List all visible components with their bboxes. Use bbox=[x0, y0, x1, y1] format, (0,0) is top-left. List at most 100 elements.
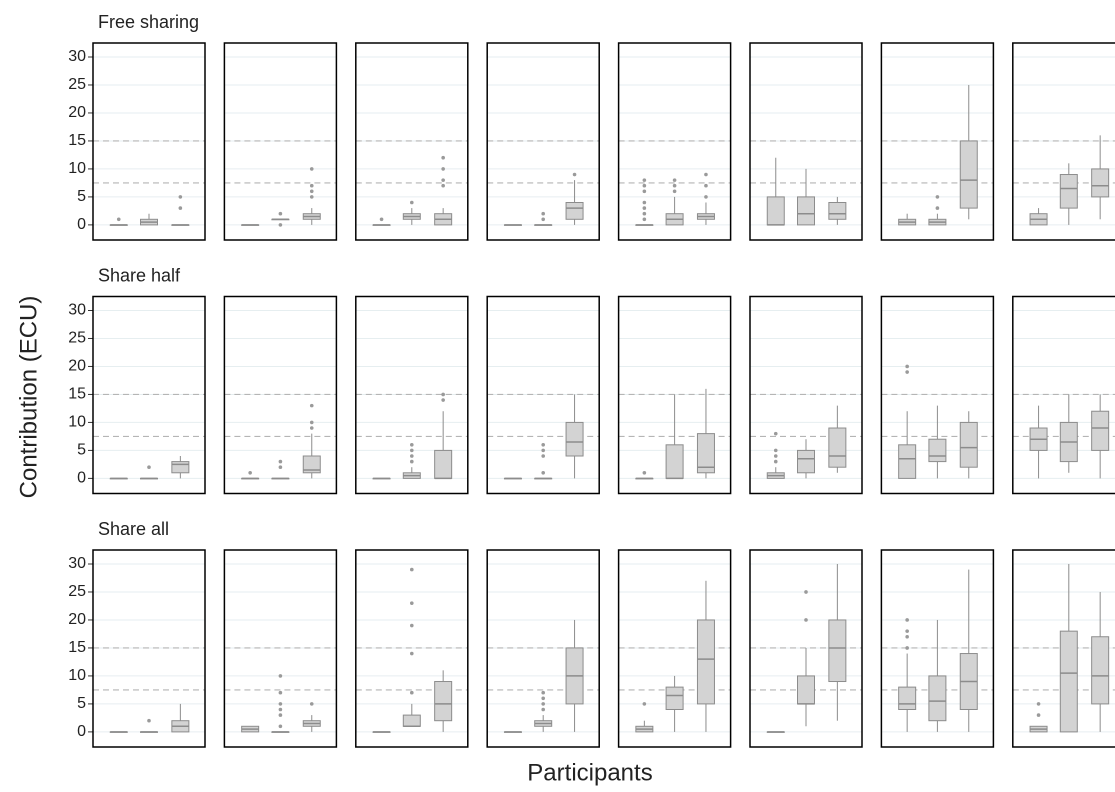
outlier bbox=[704, 183, 708, 188]
outlier bbox=[441, 183, 445, 188]
outlier bbox=[278, 713, 283, 717]
outlier bbox=[309, 195, 314, 199]
outlier bbox=[642, 211, 647, 216]
outlier bbox=[905, 370, 909, 374]
box bbox=[434, 449, 453, 479]
y-tick-label: 0 bbox=[77, 723, 86, 740]
box bbox=[898, 444, 917, 479]
outlier bbox=[773, 459, 778, 464]
panel-border bbox=[486, 42, 600, 241]
outlier bbox=[642, 470, 647, 475]
outlier bbox=[541, 454, 545, 458]
outlier bbox=[441, 398, 445, 402]
y-tick-label: 15 bbox=[68, 132, 86, 149]
outlier bbox=[278, 690, 283, 695]
outlier bbox=[804, 590, 808, 594]
outlier bbox=[309, 426, 314, 430]
box bbox=[828, 619, 847, 683]
outlier bbox=[441, 155, 445, 160]
panel-border bbox=[617, 549, 732, 748]
box bbox=[1091, 168, 1110, 198]
outlier bbox=[309, 403, 314, 408]
outlier bbox=[541, 690, 545, 695]
panel-border bbox=[486, 549, 600, 748]
outlier bbox=[309, 702, 314, 706]
outlier bbox=[278, 465, 283, 469]
box bbox=[928, 675, 947, 722]
panel-border bbox=[92, 295, 206, 495]
outlier bbox=[1036, 702, 1041, 706]
y-tick-label: 10 bbox=[68, 160, 86, 177]
outlier bbox=[410, 690, 414, 695]
outlier bbox=[278, 459, 283, 464]
outlier bbox=[147, 718, 151, 723]
box bbox=[959, 421, 978, 468]
panel-border bbox=[355, 549, 469, 748]
outlier bbox=[178, 195, 183, 199]
outlier bbox=[773, 448, 778, 453]
box bbox=[1091, 410, 1110, 451]
outlier bbox=[410, 443, 414, 447]
panel-border bbox=[355, 295, 469, 495]
panel-border bbox=[1012, 42, 1115, 241]
panel-border bbox=[486, 295, 600, 495]
y-tick-label: 10 bbox=[68, 414, 86, 431]
outlier bbox=[642, 189, 647, 194]
panel-border bbox=[92, 549, 206, 748]
panel-border bbox=[880, 42, 995, 241]
outlier bbox=[1036, 713, 1041, 717]
panel-border bbox=[223, 549, 338, 748]
outlier bbox=[309, 420, 314, 425]
panel-border bbox=[355, 42, 469, 241]
box bbox=[302, 455, 321, 474]
box bbox=[928, 438, 947, 463]
box bbox=[696, 619, 715, 705]
y-tick-label: 0 bbox=[77, 216, 86, 233]
x-axis-label: Participants bbox=[527, 759, 652, 786]
y-tick-label: 15 bbox=[68, 386, 86, 403]
outlier bbox=[642, 183, 647, 188]
panel-border bbox=[749, 549, 863, 748]
outlier bbox=[704, 195, 708, 199]
outlier bbox=[379, 217, 384, 222]
outlier bbox=[642, 206, 647, 210]
outlier bbox=[905, 646, 909, 650]
outlier bbox=[410, 567, 414, 572]
box bbox=[1059, 630, 1078, 733]
box bbox=[171, 461, 190, 474]
box bbox=[766, 196, 785, 226]
y-tick-label: 30 bbox=[68, 302, 86, 319]
outlier bbox=[178, 206, 183, 210]
outlier bbox=[541, 696, 545, 701]
box bbox=[1091, 636, 1110, 705]
outlier bbox=[642, 200, 647, 205]
outlier bbox=[309, 189, 314, 194]
outlier bbox=[773, 454, 778, 458]
box bbox=[696, 433, 715, 474]
outlier bbox=[278, 223, 283, 227]
outlier bbox=[672, 178, 677, 182]
outlier bbox=[642, 178, 647, 182]
outlier bbox=[410, 200, 414, 205]
outlier bbox=[541, 470, 545, 475]
outlier bbox=[147, 465, 151, 469]
outlier bbox=[672, 183, 677, 188]
box bbox=[434, 681, 453, 722]
panel-border bbox=[223, 295, 338, 495]
facet-title: Free sharing bbox=[98, 12, 199, 32]
panel-border bbox=[749, 295, 863, 495]
outlier bbox=[248, 470, 252, 475]
box bbox=[1059, 174, 1078, 209]
box bbox=[797, 196, 815, 226]
panel-border bbox=[749, 42, 863, 241]
outlier bbox=[309, 167, 314, 171]
outlier bbox=[541, 707, 545, 712]
box bbox=[402, 714, 421, 727]
outlier bbox=[278, 707, 283, 712]
outlier bbox=[541, 448, 545, 453]
panel-border bbox=[92, 42, 206, 241]
outlier bbox=[541, 217, 545, 222]
y-tick-label: 30 bbox=[68, 48, 86, 65]
box bbox=[828, 202, 847, 220]
